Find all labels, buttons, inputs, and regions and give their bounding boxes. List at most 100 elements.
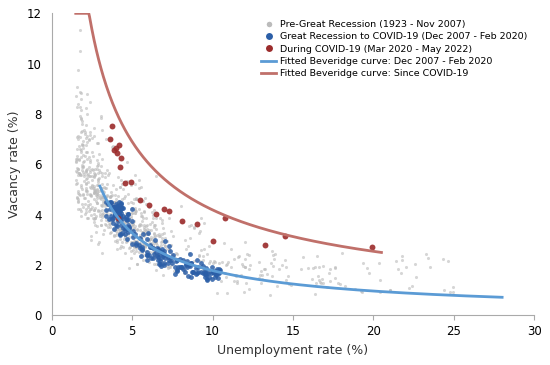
Point <box>150 207 158 213</box>
Point <box>111 199 119 205</box>
Point <box>90 174 99 180</box>
Point <box>209 260 218 266</box>
Point <box>156 264 165 269</box>
Point <box>230 272 239 278</box>
Point <box>106 195 114 200</box>
Point <box>128 222 136 228</box>
Point <box>85 157 94 162</box>
Point <box>112 203 121 209</box>
Point <box>156 215 164 221</box>
Point <box>245 266 254 272</box>
Point <box>138 242 147 248</box>
Point <box>144 231 152 237</box>
Point <box>254 275 263 281</box>
Point <box>122 214 130 220</box>
Point <box>79 192 87 197</box>
Point <box>112 199 120 205</box>
Point <box>376 289 384 295</box>
Point <box>315 279 324 285</box>
Point <box>116 227 125 233</box>
Point <box>114 226 123 231</box>
Point <box>196 228 205 234</box>
Point <box>110 204 119 210</box>
Point <box>148 250 157 256</box>
Point <box>112 218 121 224</box>
Point <box>131 248 140 254</box>
Point <box>147 237 156 242</box>
Point <box>245 286 254 292</box>
Point <box>121 225 130 231</box>
Point <box>158 235 167 241</box>
Point <box>98 192 107 198</box>
Point <box>113 201 122 207</box>
Point <box>104 172 113 178</box>
Point <box>130 223 139 229</box>
Legend: Pre-Great Recession (1923 - Nov 2007), Great Recession to COVID-19 (Dec 2007 - F: Pre-Great Recession (1923 - Nov 2007), G… <box>260 18 530 80</box>
Point <box>144 227 153 233</box>
Point <box>260 266 269 272</box>
Point <box>116 210 125 216</box>
Point <box>203 276 212 282</box>
Point <box>74 166 82 172</box>
Point <box>160 262 169 268</box>
Point <box>86 129 95 135</box>
Point <box>141 223 150 229</box>
Point <box>149 246 158 251</box>
Point <box>86 206 95 212</box>
Point <box>107 229 116 235</box>
Point <box>303 265 312 270</box>
Point <box>178 257 187 262</box>
Point <box>144 244 153 250</box>
Point <box>100 185 109 191</box>
Point <box>160 238 169 244</box>
Point <box>111 238 119 244</box>
Point <box>108 204 117 210</box>
Point <box>121 227 130 233</box>
Point <box>86 192 95 198</box>
Point <box>358 289 366 295</box>
Point <box>166 228 175 234</box>
Point <box>176 264 185 270</box>
Point <box>260 242 269 248</box>
Point <box>255 260 264 265</box>
Point <box>128 241 136 247</box>
Point <box>129 200 138 206</box>
Point <box>77 115 86 121</box>
Point <box>281 233 290 239</box>
Point <box>116 184 125 190</box>
Point <box>79 152 87 158</box>
Point <box>204 270 212 276</box>
Point <box>111 212 119 218</box>
Point <box>145 202 154 208</box>
Point <box>398 253 407 259</box>
Point <box>158 251 167 257</box>
Point <box>275 266 284 272</box>
Point <box>200 271 209 277</box>
Point <box>202 270 211 276</box>
Point <box>239 263 248 269</box>
Point <box>88 182 97 188</box>
Point <box>125 245 134 251</box>
Point <box>82 180 91 185</box>
Point <box>155 251 163 257</box>
Point <box>121 224 130 230</box>
Point <box>266 260 275 266</box>
Point <box>155 261 163 267</box>
Point <box>114 210 123 216</box>
Point <box>136 210 145 216</box>
Point <box>82 205 91 211</box>
Point <box>150 261 158 267</box>
Point <box>72 194 81 200</box>
Point <box>95 239 103 245</box>
Point <box>87 193 96 199</box>
Point <box>74 173 83 178</box>
Point <box>109 200 118 206</box>
Point <box>281 257 290 263</box>
Point <box>116 243 125 249</box>
Point <box>78 141 86 147</box>
Point <box>136 222 145 228</box>
Point <box>101 211 110 217</box>
Point <box>117 155 125 161</box>
Point <box>140 227 149 233</box>
Point <box>76 147 85 153</box>
